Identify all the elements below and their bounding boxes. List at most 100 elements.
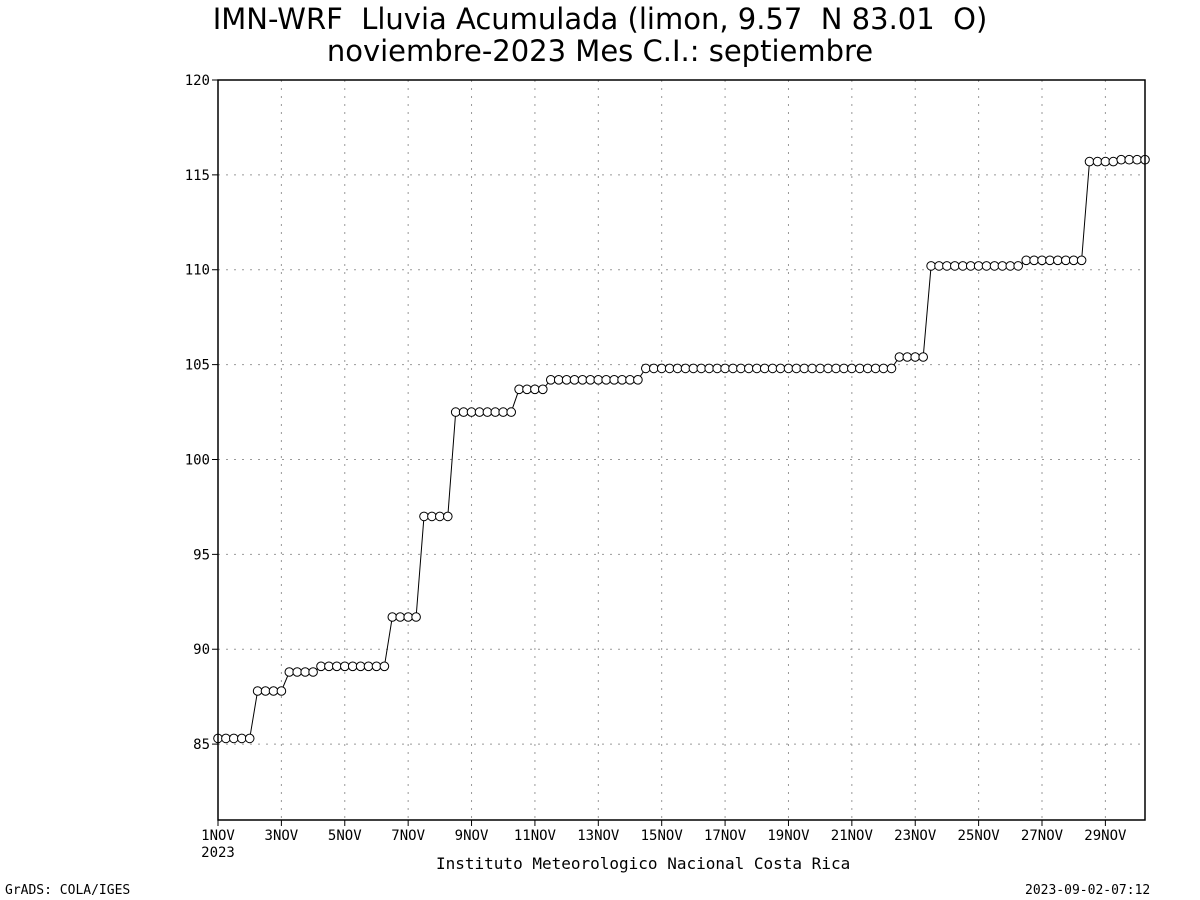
- data-point: [862, 363, 873, 374]
- data-point: [553, 375, 564, 385]
- data-point: [839, 363, 849, 374]
- data-point: [664, 363, 675, 374]
- x-tick-label: 3NOV: [265, 828, 299, 844]
- y-tick-label: 85: [193, 737, 210, 753]
- data-point: [752, 363, 762, 374]
- data-point: [530, 384, 540, 395]
- data-point: [894, 352, 905, 362]
- x-axis: 1NOV 3NOV 5NOV 7NOV 9NOV 11NOV 13NOV 15NOV 17NOV…: [201, 820, 1127, 861]
- data-point: [435, 511, 445, 522]
- y-tick-label: 105: [185, 358, 210, 374]
- data-point: [934, 261, 944, 271]
- data-point: [831, 363, 841, 374]
- x-tick-label: 19NOV: [767, 828, 810, 844]
- data-point: [656, 363, 667, 374]
- data-point: [1100, 156, 1111, 167]
- data-point: [918, 352, 929, 362]
- data-point: [815, 363, 826, 374]
- series-line: [218, 159, 1145, 739]
- data-point: [926, 261, 936, 271]
- data-point: [1068, 255, 1079, 266]
- chart-title: IMN-WRF Lluvia Acumulada (limon, 9.57 N …: [212, 2, 988, 36]
- data-point: [268, 686, 279, 696]
- data-point: [371, 661, 382, 672]
- data-point: [870, 363, 881, 374]
- data-point: [688, 363, 699, 374]
- data-point: [633, 375, 643, 385]
- data-point: [474, 407, 485, 417]
- credit-text: Instituto Meteorologico Nacional Costa R…: [436, 854, 851, 873]
- data-point: [244, 733, 255, 744]
- data-point: [561, 375, 572, 385]
- data-point: [498, 407, 509, 417]
- x-tick-label: 29NOV: [1084, 828, 1127, 844]
- data-point: [593, 375, 604, 385]
- data-point: [379, 661, 390, 672]
- data-point: [403, 612, 414, 622]
- data-point: [514, 384, 524, 395]
- plot-frame: [217, 79, 1146, 821]
- data-point: [997, 261, 1008, 271]
- data-point: [252, 686, 263, 696]
- data-point: [443, 511, 453, 522]
- data-point: [466, 407, 477, 417]
- grid-lines: [218, 80, 1145, 820]
- data-point: [292, 667, 303, 677]
- y-tick-label: 95: [193, 547, 210, 563]
- x-tick-label: 15NOV: [641, 828, 684, 844]
- data-point: [1021, 255, 1031, 266]
- data-point: [363, 661, 374, 672]
- data-point: [300, 667, 311, 677]
- data-point: [458, 407, 469, 417]
- data-point: [260, 686, 271, 696]
- data-point: [759, 363, 770, 374]
- data-point: [625, 375, 635, 385]
- data-point: [855, 363, 865, 374]
- x-tick-label: 25NOV: [958, 828, 1001, 844]
- data-point: [522, 384, 532, 395]
- data-point: [973, 261, 984, 271]
- data-point: [1084, 156, 1095, 167]
- data-point: [1108, 156, 1119, 167]
- data-point: [1076, 255, 1087, 266]
- data-point: [1124, 154, 1134, 165]
- data-point: [767, 363, 778, 374]
- data-point: [807, 363, 818, 374]
- data-point: [823, 363, 833, 374]
- data-point: [546, 375, 556, 385]
- data-point: [419, 511, 429, 522]
- data-point: [1092, 156, 1103, 167]
- data-point: [577, 375, 588, 385]
- data-point: [347, 661, 358, 672]
- data-point: [958, 261, 968, 271]
- x-tick-label: 27NOV: [1021, 828, 1064, 844]
- data-point: [609, 375, 620, 385]
- data-point: [221, 733, 231, 744]
- data-point: [791, 363, 802, 374]
- y-tick-label: 100: [185, 452, 210, 468]
- data-point: [1053, 255, 1063, 266]
- data-point: [720, 363, 730, 374]
- data-point: [672, 363, 683, 374]
- data-point: [704, 363, 715, 374]
- data-point: [847, 363, 857, 374]
- x-tick-label: 1NOV: [201, 828, 235, 844]
- data-point: [989, 261, 1000, 271]
- data-point: [1029, 255, 1039, 266]
- y-tick-label: 115: [185, 168, 210, 184]
- data-point: [775, 363, 786, 374]
- x-tick-label: 17NOV: [704, 828, 747, 844]
- x-tick-label: 7NOV: [391, 828, 425, 844]
- data-point: [1013, 261, 1024, 271]
- data-point: [1005, 261, 1016, 271]
- x-tick-label: 13NOV: [577, 828, 620, 844]
- data-point: [411, 612, 421, 622]
- data-point: [736, 363, 746, 374]
- data-point: [490, 407, 501, 417]
- footer-left-text: GrADS: COLA/IGES: [5, 883, 131, 898]
- data-point: [482, 407, 493, 417]
- data-point: [387, 612, 398, 622]
- data-point: [712, 363, 723, 374]
- data-point: [324, 661, 334, 672]
- data-point: [878, 363, 889, 374]
